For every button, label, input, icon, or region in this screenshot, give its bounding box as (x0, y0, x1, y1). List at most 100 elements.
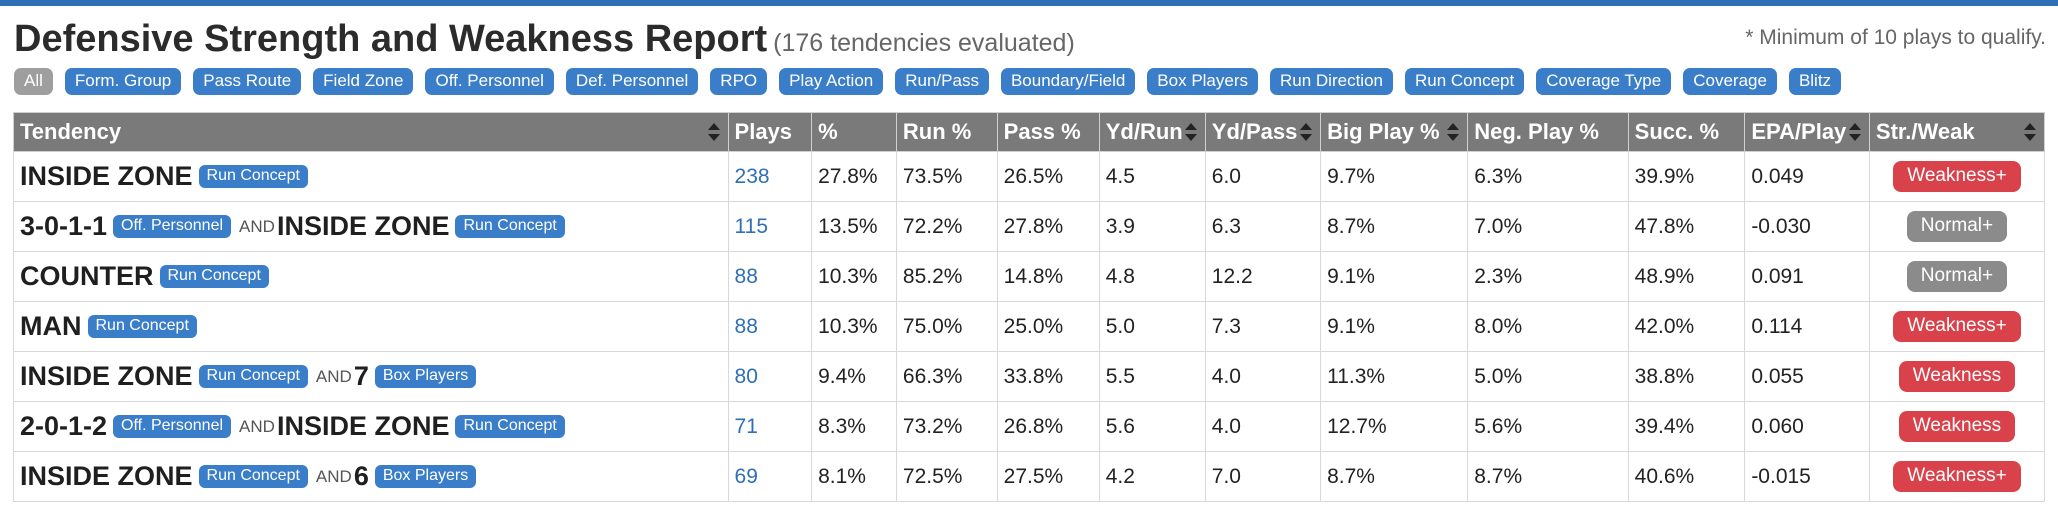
column-header-label: Run % (902, 119, 972, 144)
column-header-[interactable]: % (811, 112, 897, 152)
sort-icon[interactable] (1300, 123, 1313, 141)
column-header-yd-run[interactable]: Yd/Run (1098, 112, 1206, 152)
category-tag: Run Concept (159, 265, 269, 288)
column-header-label: Big Play % (1327, 119, 1440, 144)
report-header: Defensive Strength and Weakness Report (1… (0, 6, 2058, 60)
column-header-succ[interactable]: Succ. % (1627, 112, 1746, 152)
tendency-cell: INSIDE ZONE Run Concept AND7 Box Players (13, 351, 729, 402)
table-row: INSIDE ZONE Run Concept 238 27.8% 73.5% 26.5%… (13, 151, 2046, 202)
tendency-cell: 2-0-1-2 Off. Personnel ANDINSIDE ZONE Run C… (13, 401, 729, 452)
status-badge: Weakness (1898, 411, 2016, 442)
sort-icon[interactable] (1184, 123, 1197, 141)
table-row: INSIDE ZONE Run Concept AND7 Box Players 80 9… (13, 351, 2046, 402)
filter-chip-play-action[interactable]: Play Action (779, 68, 884, 95)
tendency-name: 7 (353, 361, 369, 391)
sort-icon[interactable] (1447, 123, 1460, 141)
cell-succ: 42.0% (1627, 301, 1746, 352)
table-row: INSIDE ZONE Run Concept AND6 Box Players 69 8… (13, 451, 2046, 502)
table-row: 2-0-1-2 Off. Personnel ANDINSIDE ZONE Run C… (13, 401, 2046, 452)
page-title: Defensive Strength and Weakness Report (1… (14, 18, 1075, 60)
cell-ydrun: 3.9 (1098, 201, 1206, 252)
column-header-label: % (818, 119, 838, 144)
column-header-big-play[interactable]: Big Play % (1320, 112, 1469, 152)
cell-run: 73.5% (895, 151, 998, 202)
column-header-label: Tendency (20, 119, 122, 144)
cell-succ: 48.9% (1627, 251, 1746, 302)
cell-plays[interactable]: 115 (727, 201, 813, 252)
str-weak-cell: Weakness (1868, 351, 2046, 402)
filter-chip-coverage[interactable]: Coverage (1683, 68, 1777, 95)
cell-ydpass: 7.3 (1204, 301, 1322, 352)
filter-chip-pass-route[interactable]: Pass Route (193, 68, 302, 95)
cell-plays[interactable]: 71 (727, 401, 813, 452)
column-header-run[interactable]: Run % (895, 112, 998, 152)
tendency-name: INSIDE ZONE (20, 461, 193, 491)
cell-epa: 0.049 (1744, 151, 1870, 202)
tendency-name: 6 (353, 461, 369, 491)
cell-ydrun: 5.0 (1098, 301, 1206, 352)
filter-chip-boundary-field[interactable]: Boundary/Field (1000, 68, 1136, 95)
cell-run: 72.2% (895, 201, 998, 252)
cell-plays[interactable]: 69 (727, 451, 813, 502)
sort-icon[interactable] (2024, 123, 2036, 141)
category-tag: Box Players (374, 465, 477, 488)
cell-plays[interactable]: 238 (727, 151, 813, 202)
tendency-cell: INSIDE ZONE Run Concept AND6 Box Players (13, 451, 729, 502)
cell-neg: 2.3% (1467, 251, 1629, 302)
column-header-label: Succ. % (1634, 119, 1720, 144)
column-header-yd-pass[interactable]: Yd/Pass (1204, 112, 1322, 152)
column-header-label: Yd/Pass (1211, 119, 1298, 144)
cell-run: 72.5% (895, 451, 998, 502)
filter-chip-run-direction[interactable]: Run Direction (1270, 68, 1393, 95)
category-tag: Run Concept (198, 365, 308, 388)
cell-plays[interactable]: 88 (727, 301, 813, 352)
and-connector: AND (239, 416, 275, 436)
cell-ydrun: 4.5 (1098, 151, 1206, 202)
cell-epa: -0.015 (1744, 451, 1870, 502)
filter-chip-coverage-type[interactable]: Coverage Type (1536, 68, 1672, 95)
sort-icon[interactable] (1848, 123, 1861, 141)
filter-chip-off-personnel[interactable]: Off. Personnel (425, 68, 554, 95)
filter-chip-field-zone[interactable]: Field Zone (313, 68, 414, 95)
column-header-pass[interactable]: Pass % (996, 112, 1100, 152)
column-header-epa-play[interactable]: EPA/Play (1744, 112, 1870, 152)
tendency-cell: COUNTER Run Concept (13, 251, 729, 302)
filter-chip-run-concept[interactable]: Run Concept (1405, 68, 1525, 95)
tendency-name: 2-0-1-2 (20, 411, 108, 441)
cell-neg: 5.0% (1467, 351, 1629, 402)
column-header-plays[interactable]: Plays (727, 112, 813, 152)
cell-pass: 26.5% (996, 151, 1100, 202)
filter-chip-box-players[interactable]: Box Players (1147, 68, 1258, 95)
cell-ydpass: 7.0 (1204, 451, 1322, 502)
top-accent-bar (0, 0, 2058, 6)
cell-pct: 13.5% (811, 201, 897, 252)
tendency-name: MAN (20, 311, 82, 341)
category-tag: Run Concept (455, 215, 565, 238)
cell-succ: 39.9% (1627, 151, 1746, 202)
column-header-neg-play[interactable]: Neg. Play % (1467, 112, 1629, 152)
filter-chip-form-group[interactable]: Form. Group (64, 68, 182, 95)
cell-plays[interactable]: 88 (727, 251, 813, 302)
cell-succ: 39.4% (1627, 401, 1746, 452)
cell-ydpass: 12.2 (1204, 251, 1322, 302)
filter-chip-rpo[interactable]: RPO (710, 68, 768, 95)
column-header-tendency[interactable]: Tendency (13, 112, 729, 152)
column-header-str-weak[interactable]: Str./Weak (1868, 112, 2046, 152)
tendency-cell: INSIDE ZONE Run Concept (13, 151, 729, 202)
cell-neg: 8.7% (1467, 451, 1629, 502)
filter-chip-def-personnel[interactable]: Def. Personnel (565, 68, 699, 95)
cell-pct: 10.3% (811, 301, 897, 352)
str-weak-cell: Normal+ (1868, 251, 2046, 302)
sort-icon[interactable] (707, 123, 720, 141)
cell-plays[interactable]: 80 (727, 351, 813, 402)
tendency-table: Tendency Plays% Run % Pass % Yd/Run Yd/Pass Bi… (13, 112, 2046, 502)
category-tag: Run Concept (455, 415, 565, 438)
cell-big: 9.1% (1320, 301, 1469, 352)
str-weak-cell: Weakness+ (1868, 151, 2046, 202)
filter-chip-blitz[interactable]: Blitz (1788, 68, 1842, 95)
filter-chip-all[interactable]: All (14, 68, 53, 95)
and-connector: AND (315, 466, 352, 486)
filter-chip-run-pass[interactable]: Run/Pass (895, 68, 989, 95)
cell-neg: 5.6% (1467, 401, 1629, 452)
cell-neg: 7.0% (1467, 201, 1629, 252)
